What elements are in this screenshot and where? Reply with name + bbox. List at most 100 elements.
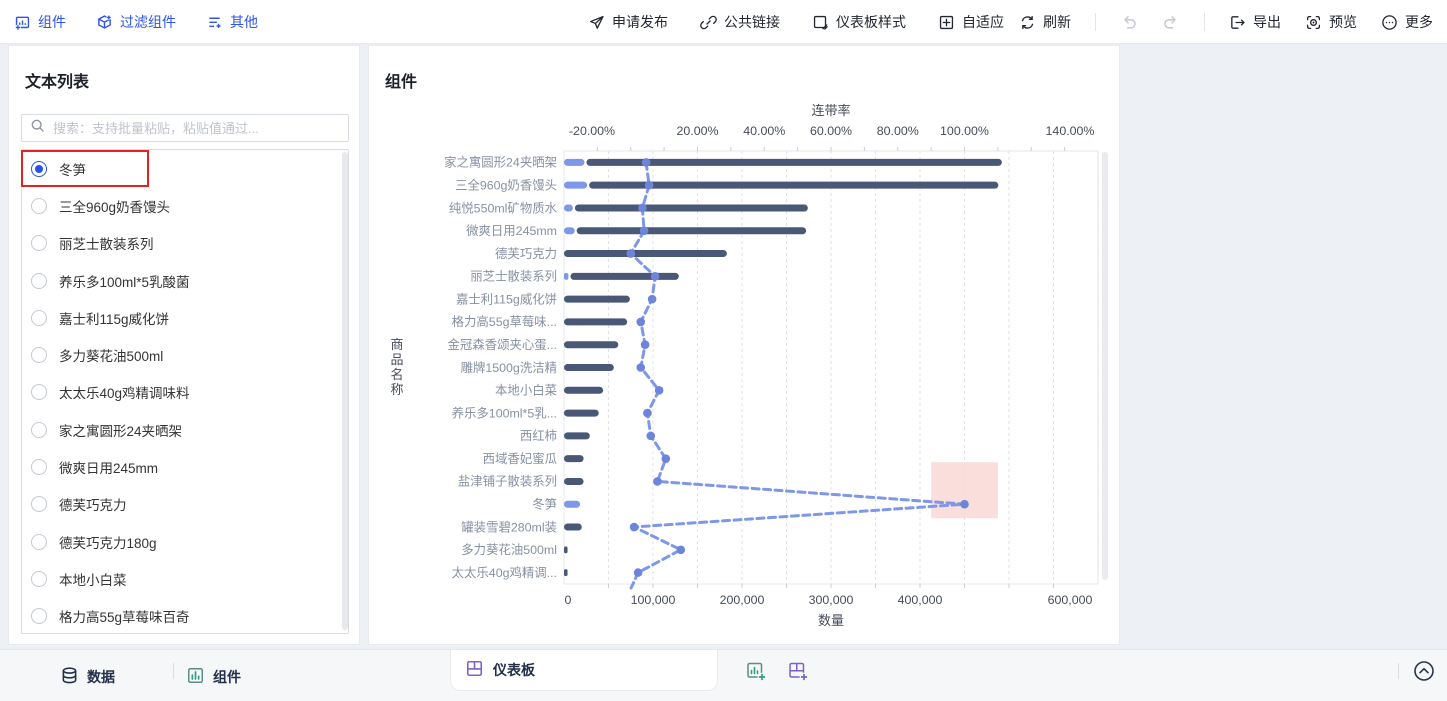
line-point: [643, 408, 652, 418]
add-filter-component-button[interactable]: 过滤组件: [96, 12, 176, 32]
toolbar-right-group: 刷新 导出 预览 更多: [1019, 0, 1433, 44]
list-item-option[interactable]: 丽芝士散装系列: [22, 225, 348, 262]
public-link-button[interactable]: 公共链接: [700, 12, 780, 32]
toolbar-divider: [1095, 13, 1096, 31]
list-item-label: 冬笋: [59, 162, 86, 178]
line-point: [629, 522, 639, 532]
preview-button[interactable]: 预览: [1305, 12, 1357, 32]
auto-fit-button[interactable]: 自适应: [938, 12, 1004, 32]
list-item-option[interactable]: 微爽日用245mm: [22, 448, 348, 485]
search-icon: [30, 118, 45, 138]
toolbar-divider: [1204, 13, 1205, 31]
bar-dark: [564, 341, 619, 349]
list-scrollbar[interactable]: [342, 152, 348, 630]
apply-publish-button[interactable]: 申请发布: [588, 12, 668, 32]
bar-dark: [564, 409, 599, 417]
add-component-button[interactable]: 组件: [14, 12, 66, 32]
list-item-option[interactable]: 冬笋: [22, 150, 348, 187]
radio-icon[interactable]: [31, 533, 47, 550]
add-dashboard-button[interactable]: [787, 660, 809, 682]
component-tab-button[interactable]: 组件: [186, 656, 241, 697]
radio-icon[interactable]: [31, 272, 47, 289]
radio-selected-icon[interactable]: [31, 160, 47, 177]
list-item-option[interactable]: 德芙巧克力: [22, 486, 348, 523]
bar-light: [564, 500, 581, 508]
dashboard-tab-active[interactable]: 仪表板: [450, 650, 718, 691]
search-box[interactable]: [21, 114, 349, 142]
category-label: 嘉士利115g威化饼: [456, 292, 557, 306]
more-button[interactable]: 更多: [1381, 12, 1433, 32]
bar-dark: [564, 250, 727, 258]
list-item-option[interactable]: 嘉士利115g威化饼: [22, 299, 348, 336]
dashboard-style-button[interactable]: 仪表板样式: [812, 12, 906, 32]
category-label: 西红柿: [520, 428, 557, 443]
line-point: [646, 431, 656, 441]
data-tab-label: 数据: [87, 668, 115, 685]
top-axis-tick-label: 100.00%: [940, 124, 989, 138]
list-item-label: 多力葵花油500ml: [59, 349, 164, 365]
top-axis-tick-label: 60.00%: [810, 124, 852, 138]
radio-icon[interactable]: [31, 421, 47, 438]
category-label: 微爽日用245mm: [466, 224, 557, 238]
undo-button[interactable]: [1120, 13, 1138, 31]
radio-icon[interactable]: [31, 197, 47, 214]
line-point: [654, 385, 664, 395]
top-axis-tick-label: 20.00%: [676, 124, 718, 138]
radio-icon[interactable]: [31, 347, 47, 364]
bottom-axis-tick-label: 300,000: [809, 593, 854, 607]
refresh-button[interactable]: 刷新: [1019, 12, 1071, 32]
list-item-label: 德芙巧克力: [59, 498, 127, 514]
list-item-option[interactable]: 家之寓圆形24夹晒架: [22, 411, 348, 448]
public-link-label: 公共链接: [724, 14, 780, 30]
bottom-axis-tick-label: 100,000: [631, 593, 676, 607]
redo-button[interactable]: [1162, 13, 1180, 31]
top-axis-tick-label: 80.00%: [877, 124, 919, 138]
radio-icon[interactable]: [31, 384, 47, 401]
collapse-panel-button[interactable]: [1412, 659, 1434, 681]
chart-scrollbar[interactable]: [1102, 152, 1108, 580]
line-point: [661, 454, 671, 463]
line-point: [636, 317, 646, 327]
combo-bar-line-chart[interactable]: -20.00% 20.00% 40.00% 60.00% 80.00% 100.00% 14…: [369, 46, 1119, 644]
bottom-axis-tick-label: 600,000: [1048, 593, 1093, 607]
toolbar-center-group: 申请发布 公共链接 仪表板样式 自适应: [588, 0, 1004, 44]
list-item-option[interactable]: 德芙巧克力180g: [22, 523, 348, 560]
text-list: 冬笋三全960g奶香馒头 丽芝士散装系列 养乐多100ml*5乳酸菌 嘉士利115g威…: [21, 149, 349, 634]
dashboard-style-label: 仪表板样式: [836, 14, 906, 30]
radio-icon[interactable]: [31, 496, 47, 513]
category-label: 格力高55g草莓味...: [452, 314, 557, 329]
bar-dark: [564, 295, 630, 303]
top-axis-tick-label: 140.00%: [1046, 124, 1095, 138]
line-point: [650, 272, 660, 281]
line-series: [629, 160, 966, 590]
link-icon: [700, 14, 717, 31]
list-item-label: 德芙巧克力180g: [59, 535, 157, 551]
bar-dark: [564, 386, 604, 394]
radio-icon[interactable]: [31, 570, 47, 587]
add-component-canvas-button[interactable]: [745, 660, 767, 682]
line-point: [644, 180, 654, 190]
bar-dark: [564, 364, 614, 371]
list-item-option[interactable]: 三全960g奶香馒头: [22, 187, 348, 224]
radio-icon[interactable]: [31, 459, 47, 476]
top-axis-tick-label: -20.00%: [569, 124, 615, 138]
bottom-bar: 数据 组件 仪表板: [0, 649, 1447, 701]
radio-icon[interactable]: [31, 235, 47, 252]
bar-dark: [564, 318, 628, 326]
bottom-axis-tick-label: 400,000: [898, 593, 943, 607]
component-title: 组件: [385, 74, 418, 91]
list-item-option[interactable]: 养乐多100ml*5乳酸菌: [22, 262, 348, 299]
data-tab-button[interactable]: 数据: [60, 656, 115, 697]
list-item-option[interactable]: 本地小白菜: [22, 560, 348, 597]
radio-icon[interactable]: [31, 608, 47, 625]
export-button[interactable]: 导出: [1229, 12, 1281, 32]
search-input[interactable]: [53, 120, 340, 136]
line-point: [638, 203, 647, 213]
list-item-option[interactable]: 太太乐40g鸡精调味料: [22, 374, 348, 411]
export-label: 导出: [1253, 14, 1281, 30]
bar-light: [564, 204, 573, 212]
add-other-button[interactable]: 其他: [206, 12, 258, 32]
list-item-option[interactable]: 格力高55g草莓味百奇: [22, 598, 348, 633]
list-item-option[interactable]: 多力葵花油500ml: [22, 336, 348, 373]
radio-icon[interactable]: [31, 309, 47, 326]
